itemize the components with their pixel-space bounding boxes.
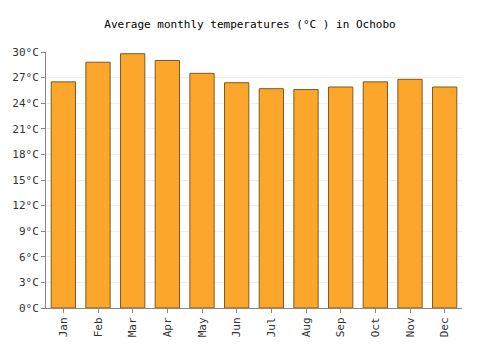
svg-text:Feb: Feb: [92, 317, 105, 337]
svg-text:24°C: 24°C: [12, 97, 39, 110]
svg-text:21°C: 21°C: [12, 123, 39, 136]
svg-text:6°C: 6°C: [19, 251, 39, 264]
svg-text:30°C: 30°C: [12, 46, 39, 59]
svg-text:Jun: Jun: [230, 317, 243, 337]
svg-text:Aug: Aug: [300, 317, 313, 337]
svg-text:Average monthly temperatures (: Average monthly temperatures (°C ) in Oc…: [104, 18, 395, 31]
svg-text:18°C: 18°C: [12, 148, 39, 161]
svg-text:27°C: 27°C: [12, 71, 39, 84]
svg-text:0°C: 0°C: [19, 302, 39, 315]
svg-text:Apr: Apr: [161, 317, 174, 337]
svg-text:May: May: [196, 317, 209, 337]
svg-text:Jan: Jan: [57, 317, 70, 337]
svg-text:Oct: Oct: [369, 317, 382, 337]
svg-text:Dec: Dec: [438, 317, 451, 337]
svg-text:15°C: 15°C: [12, 174, 39, 187]
svg-text:9°C: 9°C: [19, 225, 39, 238]
svg-text:12°C: 12°C: [12, 199, 39, 212]
svg-text:Jul: Jul: [265, 317, 278, 337]
svg-text:Mar: Mar: [126, 317, 139, 337]
svg-text:3°C: 3°C: [19, 276, 39, 289]
svg-text:Nov: Nov: [404, 317, 417, 337]
svg-text:Sep: Sep: [334, 317, 347, 337]
